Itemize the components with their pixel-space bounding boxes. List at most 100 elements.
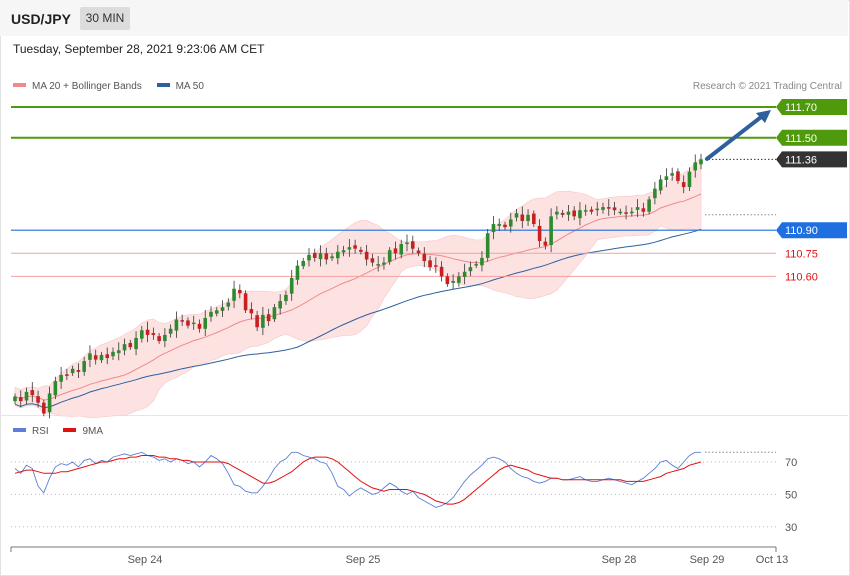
candle-body	[88, 353, 92, 360]
candle-body	[428, 260, 432, 268]
candle-body	[266, 314, 271, 322]
candle-body	[405, 242, 409, 245]
timeframe-badge[interactable]: 30 MIN	[80, 7, 130, 30]
candle-body	[243, 293, 248, 311]
symbol-title: USD/JPY	[11, 11, 71, 27]
candle-body	[635, 207, 640, 210]
candle-body	[249, 309, 254, 314]
candle-body	[18, 397, 23, 402]
candle-body	[364, 251, 369, 260]
candle-body	[301, 261, 306, 267]
candle-body	[284, 294, 288, 302]
candle-body	[658, 179, 663, 191]
candle-body	[387, 250, 392, 262]
legend-label: 9MA	[82, 426, 104, 437]
candle-body	[82, 361, 86, 372]
level-label: 111.70	[785, 102, 817, 114]
candle-body	[197, 323, 202, 329]
candle-body	[163, 334, 167, 342]
legend-item-9ma: 9MA	[63, 426, 103, 437]
candle-body	[480, 257, 484, 266]
rsi-tick-label: 50	[785, 489, 797, 501]
candle-body	[537, 225, 542, 241]
candle-body	[226, 302, 231, 307]
level-tag	[776, 222, 847, 239]
level-label: 111.36	[785, 154, 817, 166]
candle-body	[312, 252, 317, 258]
candle-body	[220, 307, 225, 311]
candle-body	[191, 322, 196, 325]
candle-body	[618, 211, 623, 214]
candle-body	[382, 262, 386, 265]
candle-body	[462, 271, 467, 278]
candle-body	[295, 265, 300, 280]
candle-body	[376, 264, 380, 266]
candle-body	[624, 212, 628, 214]
candle-body	[664, 176, 669, 180]
candle-body	[70, 368, 75, 374]
timestamp: Tuesday, September 28, 2021 9:23:06 AM C…	[13, 42, 265, 56]
candle-body	[630, 211, 634, 214]
candle-body	[203, 317, 208, 329]
candle-body	[93, 355, 98, 360]
header-bar: USD/JPY 30 MIN	[0, 0, 848, 36]
candle-body	[318, 253, 323, 260]
candle-body	[289, 277, 294, 294]
candle-body	[422, 253, 427, 261]
legend-swatch	[13, 83, 26, 88]
candle-body	[105, 354, 110, 359]
candle-body	[445, 276, 450, 285]
candle-body	[168, 328, 173, 334]
candle-body	[601, 207, 605, 210]
candle-body	[676, 171, 680, 181]
candle-body	[543, 241, 548, 246]
candle-body	[612, 207, 617, 211]
candle-body	[36, 396, 40, 403]
candle-body	[497, 224, 502, 226]
level-label: 110.75	[785, 248, 818, 260]
candle-body	[485, 233, 490, 258]
candle-body	[116, 350, 121, 354]
candle-body	[595, 208, 600, 211]
candle-body	[474, 264, 478, 266]
candle-body	[330, 256, 334, 259]
candle-body	[134, 338, 138, 350]
forecast-arrow-head	[756, 110, 771, 123]
level-tag	[776, 99, 847, 115]
x-tick-label: Sep 24	[128, 554, 163, 566]
candle-body	[566, 211, 571, 215]
candle-body	[214, 310, 219, 314]
candle-body	[606, 207, 611, 209]
candle-body	[572, 210, 576, 217]
candle-body	[180, 320, 184, 322]
candle-body	[578, 210, 582, 219]
candle-body	[65, 374, 69, 376]
level-tag	[776, 151, 847, 168]
rsi-tick-label: 30	[785, 522, 797, 534]
candle-body	[324, 253, 329, 260]
candle-body	[347, 247, 352, 250]
legend-label: MA 50	[175, 81, 204, 92]
candle-body	[145, 329, 150, 335]
candle-body	[59, 374, 63, 382]
candle-body	[24, 391, 29, 401]
candle-body	[687, 171, 692, 188]
candle-body	[508, 219, 513, 227]
candle-body	[503, 224, 507, 228]
price-legend: MA 20 + Bollinger Bands MA 50	[13, 81, 216, 92]
legend-item-ma50: MA 50	[156, 81, 204, 92]
legend-swatch	[63, 428, 77, 433]
candle-body	[693, 162, 698, 171]
candle-body	[681, 182, 686, 188]
candle-body	[307, 254, 311, 261]
legend-item-ma20: MA 20 + Bollinger Bands	[13, 81, 142, 92]
candle-body	[583, 210, 588, 212]
candle-body	[699, 159, 703, 165]
candle-body	[278, 301, 282, 309]
x-tick-label: Sep 28	[602, 554, 637, 566]
candle-body	[111, 351, 115, 357]
candle-body	[457, 276, 461, 283]
candle-body	[122, 344, 127, 351]
legend-swatch	[13, 428, 26, 433]
